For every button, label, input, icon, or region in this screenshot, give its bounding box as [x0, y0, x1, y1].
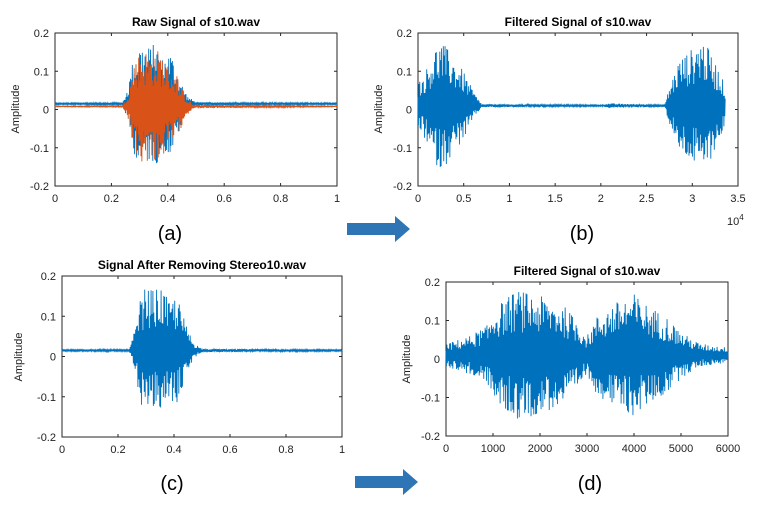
- waveform-series: [445, 292, 729, 419]
- panel-d-title: Filtered Signal of s10.wav: [514, 264, 661, 278]
- x-tick-label: 3000: [575, 443, 599, 455]
- panel-c-caption: (c): [160, 473, 183, 495]
- panel-a-axes: 0 0.2 0.4 0.6 0.8 1 0.2 0.1 0 -0.1 -0.2: [30, 28, 340, 205]
- right-arrow-icon: [355, 469, 418, 495]
- y-tick-label: -0.1: [393, 143, 412, 155]
- panel-a-caption: (a): [158, 223, 182, 245]
- panel-c-axes: 0 0.2 0.4 0.6 0.8 1 0.2 0.1 0 -0.1 -0.2: [37, 271, 345, 456]
- panel-a: Raw Signal of s10.wav 0 0.2 0.4 0.6 0.8 10.20…: [10, 15, 340, 245]
- x-tick-label: 1000: [481, 443, 505, 455]
- waveform-series: [417, 46, 726, 167]
- y-tick-label: 0.1: [425, 316, 440, 328]
- x-tick-label: 0.4: [160, 193, 175, 205]
- panel-b: Filtered Signal of s10.wav 0 0.5 1 1.5 2 2.5 3…: [373, 15, 746, 245]
- x-tick-label: 0.8: [273, 193, 288, 205]
- x-tick-label: 1: [506, 193, 512, 205]
- y-tick-label: -0.2: [421, 431, 440, 443]
- y-tick-label: 0: [434, 354, 440, 366]
- x-tick-label: 0.8: [278, 444, 293, 456]
- panel-a-plot-area: [54, 32, 338, 187]
- y-tick-label: 0.2: [425, 277, 440, 289]
- panel-b-title: Filtered Signal of s10.wav: [505, 15, 652, 29]
- y-tick-label: 0.1: [397, 66, 412, 78]
- x-tick-label: 0: [415, 193, 421, 205]
- x-tick-label: 0.2: [104, 193, 119, 205]
- y-tick-label: 0: [50, 352, 56, 364]
- y-tick-label: -0.1: [37, 392, 56, 404]
- panel-a-series: [54, 44, 338, 164]
- panel-d-axes: 0 1000 2000 3000 4000 5000 6000 0.2 0.1 0 -0.1 -0.2: [421, 277, 740, 455]
- x-tick-label: 0.2: [110, 444, 125, 456]
- panel-d-series: [445, 292, 729, 419]
- panel-d: Filtered Signal of s10.wav 0 1000 2000 3000…: [401, 264, 740, 495]
- x-tick-label: 1.5: [547, 193, 562, 205]
- panel-c: Signal After Removing Stereo10.wav 0 0.2 0…: [13, 258, 345, 495]
- x-tick-label: 2000: [528, 443, 552, 455]
- y-tick-label: 0.2: [41, 271, 56, 283]
- x-tick-label: 2: [598, 193, 604, 205]
- panel-c-ylabel: Amplitude: [13, 333, 25, 382]
- x-tick-label: 0.6: [222, 444, 237, 456]
- panel-d-caption: (d): [578, 473, 602, 495]
- waveform-series: [54, 44, 338, 164]
- y-tick-label: -0.2: [37, 432, 56, 444]
- x-tick-label: 0: [59, 444, 65, 456]
- y-tick-label: 0: [406, 105, 412, 117]
- y-tick-label: -0.1: [421, 393, 440, 405]
- x-tick-label: 0: [52, 193, 58, 205]
- y-tick-label: 0.2: [397, 28, 412, 40]
- panel-d-ylabel: Amplitude: [401, 335, 413, 384]
- y-tick-label: 0.1: [34, 66, 49, 78]
- x-tick-label: 0.4: [166, 444, 181, 456]
- x-tick-label: 0.6: [217, 193, 232, 205]
- waveform-series: [54, 51, 338, 162]
- x-tick-label: 5000: [669, 443, 693, 455]
- y-tick-label: 0.1: [41, 311, 56, 323]
- x-tick-label: 6000: [716, 443, 740, 455]
- right-arrow-icon: [347, 216, 410, 242]
- y-tick-label: -0.2: [393, 181, 412, 193]
- y-tick-label: -0.1: [30, 143, 49, 155]
- panel-c-title: Signal After Removing Stereo10.wav: [98, 258, 307, 272]
- panel-b-series: [417, 46, 726, 167]
- panel-a-title: Raw Signal of s10.wav: [132, 15, 260, 29]
- x-tick-label: 3.5: [730, 193, 745, 205]
- x-tick-label: 2.5: [639, 193, 654, 205]
- y-tick-label: -0.2: [30, 181, 49, 193]
- y-tick-label: 0: [43, 105, 49, 117]
- panel-b-caption: (b): [570, 223, 594, 245]
- y-tick-label: 0.2: [34, 28, 49, 40]
- panel-b-ylabel: Amplitude: [373, 85, 385, 134]
- x-tick-label: 4000: [622, 443, 646, 455]
- panel-b-exponent: 104: [727, 213, 744, 228]
- panel-a-ylabel: Amplitude: [10, 85, 22, 134]
- x-tick-label: 3: [689, 193, 695, 205]
- x-tick-label: 0.5: [456, 193, 471, 205]
- panel-c-series: [61, 289, 343, 408]
- x-tick-label: 1: [339, 444, 345, 456]
- x-tick-label: 0: [443, 443, 449, 455]
- waveform-series: [61, 289, 343, 408]
- x-tick-label: 1: [334, 193, 340, 205]
- panel-c-plot-area: [61, 275, 343, 438]
